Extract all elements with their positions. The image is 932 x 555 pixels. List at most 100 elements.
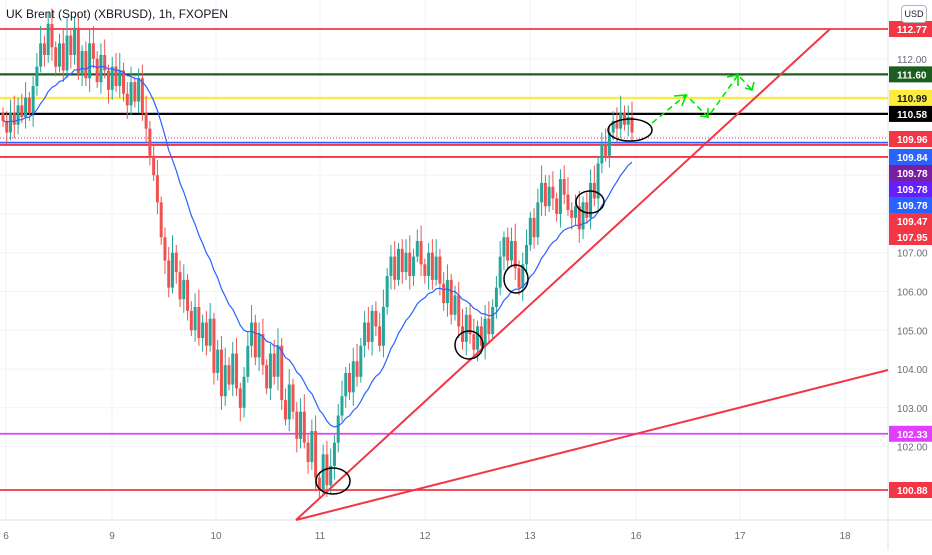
candle-body bbox=[551, 186, 555, 199]
candle-body bbox=[12, 113, 16, 125]
candle-body bbox=[453, 295, 457, 315]
candle-body bbox=[600, 144, 604, 164]
candle-body bbox=[562, 179, 566, 195]
candle-body bbox=[468, 314, 472, 335]
candle-body bbox=[329, 465, 333, 486]
candle-body bbox=[265, 365, 269, 389]
candle-body bbox=[491, 306, 495, 335]
price-tag bbox=[889, 149, 932, 165]
candle-body bbox=[276, 345, 280, 377]
annotation-circle bbox=[575, 190, 605, 214]
candle-body bbox=[630, 117, 634, 133]
candle-body bbox=[506, 237, 510, 261]
projection-arrowhead bbox=[699, 108, 709, 118]
candle-body bbox=[35, 66, 39, 86]
candle-body bbox=[487, 318, 491, 335]
candle-body bbox=[5, 120, 9, 133]
price-tag-label: 111.60 bbox=[897, 70, 927, 81]
price-tag bbox=[889, 482, 932, 498]
candle-body bbox=[163, 237, 167, 261]
candle-body bbox=[204, 322, 208, 346]
candle-body bbox=[344, 372, 348, 397]
candle-body bbox=[57, 43, 61, 67]
time-tick-label: 12 bbox=[419, 531, 431, 542]
trendline-shallow bbox=[295, 369, 889, 521]
annotation-marks bbox=[315, 73, 755, 495]
candle-body bbox=[46, 23, 50, 55]
candle-body bbox=[84, 51, 88, 79]
candle-body bbox=[65, 35, 69, 71]
candle-body bbox=[348, 372, 352, 393]
price-tag-label: 110.58 bbox=[897, 110, 927, 121]
candle-body bbox=[129, 82, 133, 106]
time-axis[interactable]: 6 9 10 11 12 13 16 17 18 bbox=[3, 531, 851, 542]
price-tag-label: 109.47 bbox=[897, 217, 928, 228]
candle-body bbox=[419, 241, 423, 265]
candle-body bbox=[494, 287, 498, 307]
candle-body bbox=[216, 349, 220, 373]
candles bbox=[1, 8, 634, 499]
candle-body bbox=[566, 194, 570, 211]
candle-body bbox=[359, 345, 363, 377]
candle-body bbox=[513, 241, 517, 269]
candle-body bbox=[261, 334, 265, 366]
candle-body bbox=[408, 252, 412, 276]
projection-arrowhead bbox=[744, 81, 755, 91]
currency-button[interactable]: USD bbox=[901, 5, 927, 23]
candle-body bbox=[374, 310, 378, 327]
candle-body bbox=[423, 264, 427, 276]
candle-body bbox=[189, 310, 193, 331]
candle-body bbox=[159, 202, 163, 238]
candle-body bbox=[592, 182, 596, 199]
time-tick-label: 11 bbox=[315, 531, 326, 542]
ema-line bbox=[2, 65, 633, 428]
candle-body bbox=[148, 128, 152, 156]
candle-body bbox=[223, 365, 227, 397]
candle-body bbox=[42, 43, 46, 55]
candle-body bbox=[547, 186, 551, 207]
candle-body bbox=[479, 326, 483, 346]
candle-body bbox=[295, 411, 299, 439]
time-tick-label: 16 bbox=[630, 531, 642, 542]
price-tag bbox=[889, 66, 932, 83]
price-tag bbox=[889, 105, 932, 122]
price-tag-label: 109.96 bbox=[897, 135, 928, 146]
candle-body bbox=[54, 47, 58, 67]
annotation-circle bbox=[454, 330, 484, 360]
candle-body bbox=[472, 334, 476, 350]
candle-body bbox=[110, 66, 114, 90]
candle-body bbox=[366, 322, 370, 342]
annotation-circle bbox=[503, 264, 529, 294]
time-tick-label: 10 bbox=[210, 531, 222, 542]
price-tag bbox=[889, 131, 932, 147]
candle-body bbox=[370, 310, 374, 342]
candle-body bbox=[88, 43, 92, 79]
price-tag-label: 102.33 bbox=[897, 430, 928, 441]
candle-body bbox=[404, 252, 408, 273]
price-tag bbox=[889, 21, 932, 37]
candle-body bbox=[604, 144, 608, 156]
candle-body bbox=[250, 322, 254, 346]
candle-body bbox=[125, 93, 129, 106]
price-tag bbox=[889, 90, 932, 107]
candle-body bbox=[355, 361, 359, 377]
candle-body bbox=[457, 295, 461, 327]
candle-body bbox=[525, 244, 529, 265]
candle-body bbox=[95, 58, 99, 83]
time-tick-label: 6 bbox=[3, 531, 9, 542]
candle-body bbox=[257, 334, 261, 358]
candle-body bbox=[314, 431, 318, 478]
candle-body bbox=[611, 120, 615, 133]
candle-body bbox=[396, 248, 400, 280]
candle-body bbox=[325, 454, 329, 486]
projection-arrowhead bbox=[673, 94, 688, 107]
price-tick-label: 103.00 bbox=[897, 404, 928, 415]
candle-body bbox=[393, 256, 397, 280]
candle-body bbox=[118, 70, 122, 86]
candle-body bbox=[174, 252, 178, 273]
candle-body bbox=[106, 70, 110, 90]
candle-body bbox=[577, 206, 581, 230]
candle-body bbox=[291, 384, 295, 412]
price-tag bbox=[889, 229, 932, 245]
